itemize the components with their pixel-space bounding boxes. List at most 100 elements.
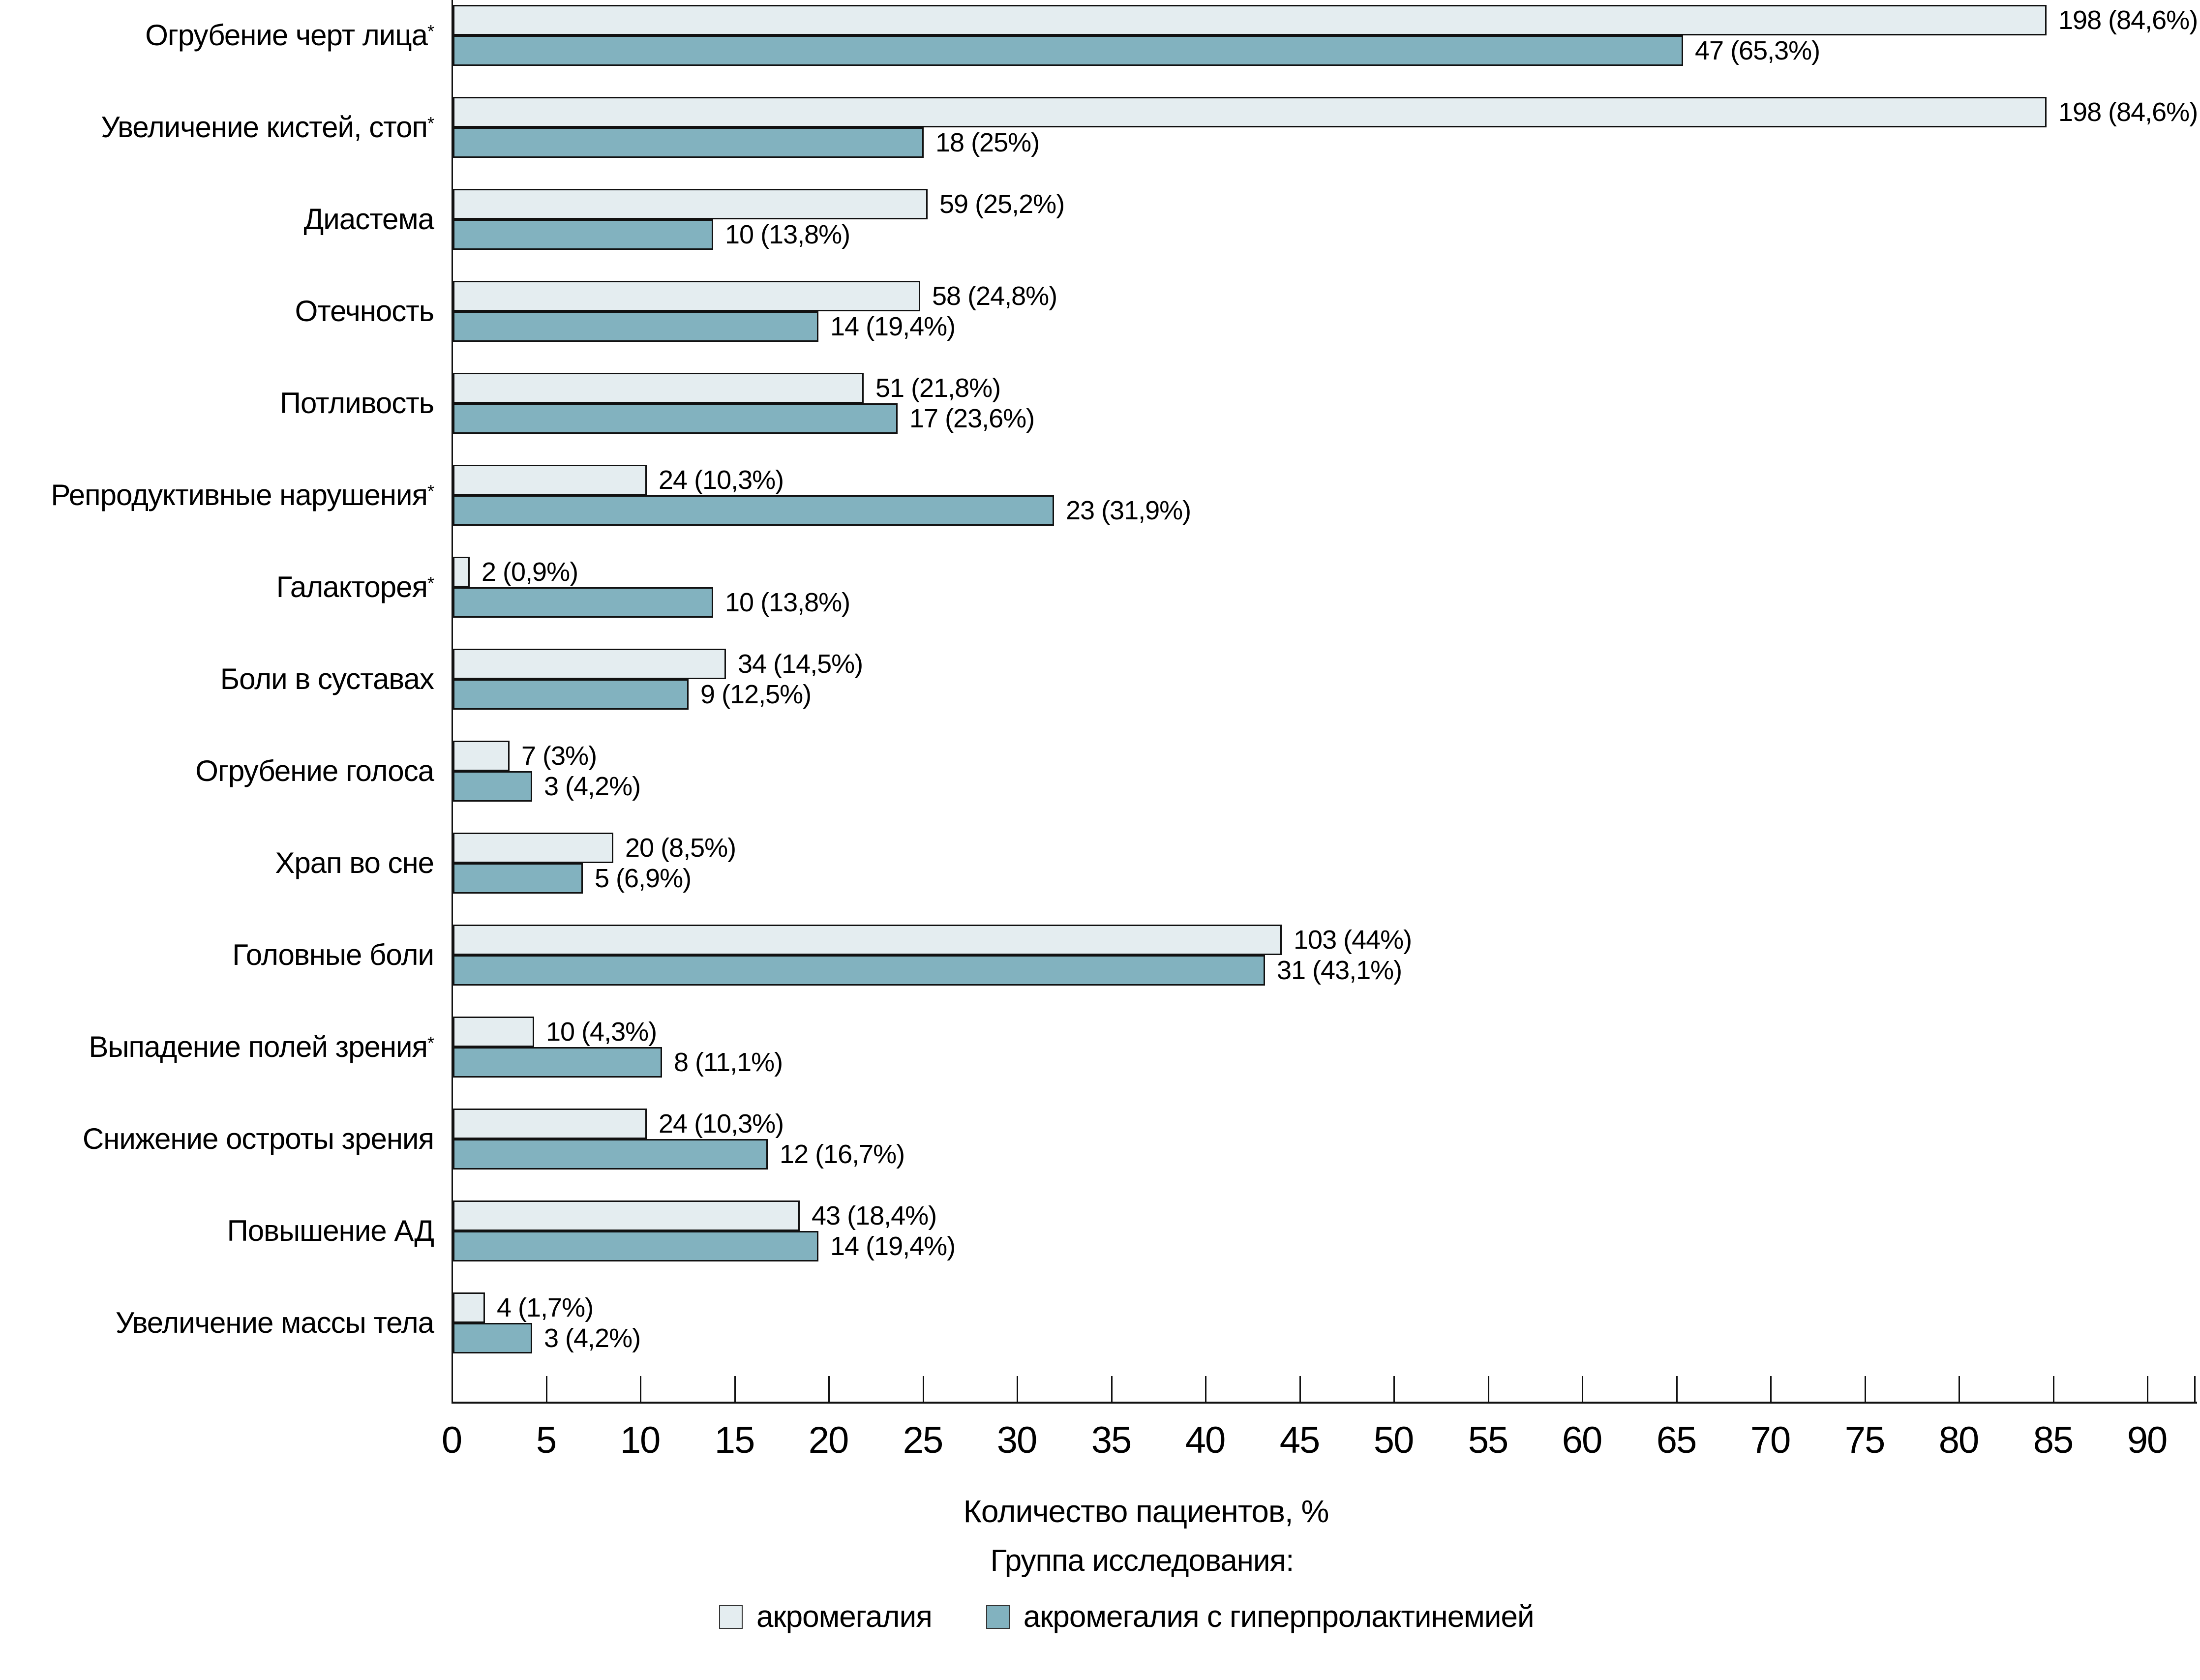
x-axis-tick xyxy=(828,1376,830,1402)
x-axis-tick xyxy=(1299,1376,1301,1402)
x-axis-tick xyxy=(1959,1376,1960,1402)
category-label: Отечность xyxy=(295,295,434,328)
bar-series-2 xyxy=(453,127,924,158)
x-axis-tick xyxy=(1017,1376,1018,1402)
x-axis-tick-label: 85 xyxy=(2033,1419,2074,1461)
bar-series-1 xyxy=(453,833,613,863)
bar-series-1 xyxy=(453,465,647,495)
bar-value-label: 12 (16,7%) xyxy=(780,1140,905,1169)
bar-series-2 xyxy=(453,1323,532,1353)
bar-series-2 xyxy=(453,1047,662,1078)
x-axis-tick xyxy=(1393,1376,1395,1402)
bar-value-label: 51 (21,8%) xyxy=(875,373,1001,403)
legend-item: акромегалия xyxy=(719,1599,933,1634)
bar-value-label: 3 (4,2%) xyxy=(544,772,641,801)
x-axis-tick xyxy=(1770,1376,1772,1402)
x-axis-tick xyxy=(734,1376,736,1402)
category-label: Повышение АД xyxy=(227,1214,434,1247)
x-axis-tick xyxy=(640,1376,641,1402)
bar-series-1 xyxy=(453,1200,800,1231)
legend-item: акромегалия с гиперпролактинемией xyxy=(986,1599,1535,1634)
bar-value-label: 10 (13,8%) xyxy=(725,220,850,249)
bar-value-label: 20 (8,5%) xyxy=(625,833,736,863)
significance-asterisk: * xyxy=(427,1033,434,1053)
bar-value-label: 198 (84,6%) xyxy=(2058,97,2198,127)
x-axis-tick-label: 10 xyxy=(620,1419,661,1461)
legend-item-label: акромегалия с гиперпролактинемией xyxy=(1023,1600,1535,1634)
category-label: Галакторея* xyxy=(276,570,434,603)
bar-value-label: 58 (24,8%) xyxy=(932,281,1057,311)
bar-value-label: 34 (14,5%) xyxy=(738,649,863,679)
x-axis-tick-label: 20 xyxy=(808,1419,849,1461)
bar-value-label: 59 (25,2%) xyxy=(939,189,1065,219)
x-axis-tick-label: 35 xyxy=(1091,1419,1132,1461)
bar-value-label: 7 (3%) xyxy=(521,741,597,771)
x-axis-tick-label: 0 xyxy=(441,1419,462,1461)
bar-value-label: 10 (13,8%) xyxy=(725,588,850,617)
bar-series-2 xyxy=(453,1139,768,1170)
category-label: Головные боли xyxy=(232,938,434,971)
significance-asterisk: * xyxy=(427,481,434,501)
x-axis-tick-label: 15 xyxy=(714,1419,755,1461)
bar-series-2 xyxy=(453,219,713,250)
x-axis-tick-label: 60 xyxy=(1562,1419,1603,1461)
x-axis-tick xyxy=(1205,1376,1206,1402)
legend-swatch-series-2 xyxy=(986,1605,1010,1629)
category-label: Боли в суставах xyxy=(220,662,434,695)
category-label: Выпадение полей зрения* xyxy=(89,1030,434,1063)
x-axis-tick xyxy=(1582,1376,1583,1402)
category-label: Увеличение массы тела xyxy=(115,1306,434,1339)
x-axis-line xyxy=(452,1402,2197,1404)
bar-series-1 xyxy=(453,925,1282,955)
category-label: Храп во сне xyxy=(275,846,434,879)
category-label: Снижение остроты зрения xyxy=(82,1122,434,1155)
bar-value-label: 14 (19,4%) xyxy=(830,1231,956,1261)
bar-series-1 xyxy=(453,5,2047,35)
x-axis-tick-label: 40 xyxy=(1185,1419,1226,1461)
x-axis-tick xyxy=(1865,1376,1866,1402)
x-axis-tick xyxy=(2053,1376,2054,1402)
significance-asterisk: * xyxy=(427,573,434,593)
bar-value-label: 2 (0,9%) xyxy=(482,557,578,587)
category-label: Диастема xyxy=(303,203,434,236)
x-axis-tick xyxy=(923,1376,924,1402)
x-axis-tick-label: 90 xyxy=(2127,1419,2168,1461)
x-axis-tick xyxy=(546,1376,547,1402)
bar-value-label: 8 (11,1%) xyxy=(674,1048,783,1077)
bar-series-1 xyxy=(453,557,470,587)
bar-series-2 xyxy=(453,495,1054,526)
bar-value-label: 31 (43,1%) xyxy=(1277,956,1402,985)
bar-value-label: 43 (18,4%) xyxy=(812,1201,937,1230)
bar-series-1 xyxy=(453,1017,534,1047)
bar-series-2 xyxy=(453,403,898,434)
bar-series-2 xyxy=(453,955,1265,986)
x-axis-title: Количество пациентов, % xyxy=(963,1494,1329,1529)
category-label: Потливость xyxy=(279,387,434,420)
x-axis-tick xyxy=(2147,1376,2148,1402)
bar-series-2 xyxy=(453,679,689,710)
bar-value-label: 24 (10,3%) xyxy=(659,1109,784,1139)
x-axis-tick xyxy=(452,1376,453,1402)
x-axis-tick-label: 55 xyxy=(1468,1419,1509,1461)
bar-series-1 xyxy=(453,97,2047,127)
legend-item-label: акромегалия xyxy=(756,1600,933,1634)
category-label: Огрубение черт лица* xyxy=(145,19,434,52)
x-axis-tick-label: 75 xyxy=(1844,1419,1886,1461)
x-axis-tick-label: 80 xyxy=(1938,1419,1980,1461)
x-axis-tick xyxy=(1676,1376,1678,1402)
x-axis-tick-label: 45 xyxy=(1279,1419,1321,1461)
bar-value-label: 47 (65,3%) xyxy=(1695,36,1820,65)
bar-value-label: 4 (1,7%) xyxy=(497,1293,594,1322)
x-axis-tick-label: 50 xyxy=(1373,1419,1415,1461)
bar-value-label: 5 (6,9%) xyxy=(595,864,692,893)
bar-series-1 xyxy=(453,189,928,219)
bar-value-label: 9 (12,5%) xyxy=(700,680,812,709)
bar-value-label: 17 (23,6%) xyxy=(909,404,1035,433)
bar-series-1 xyxy=(453,741,510,771)
legend-title: Группа исследования: xyxy=(990,1544,1295,1578)
significance-asterisk: * xyxy=(427,113,434,133)
bar-series-2 xyxy=(453,311,818,342)
bar-series-1 xyxy=(453,649,726,679)
bar-series-2 xyxy=(453,771,532,802)
